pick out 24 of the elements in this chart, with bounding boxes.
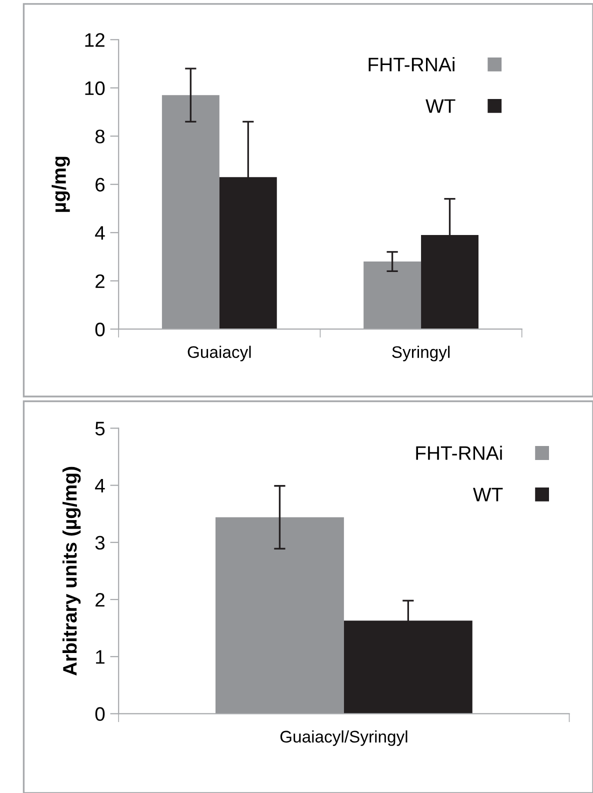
x-tick-label: Guaiacyl/Syringyl (280, 730, 408, 746)
legend-label: WT (426, 99, 456, 113)
y-tick-label: 3 (95, 536, 105, 550)
y-tick-label: 0 (95, 707, 105, 721)
y-tick-label: 4 (95, 478, 105, 492)
y-tick-label: 0 (95, 322, 105, 336)
y-tick-label: 12 (85, 33, 104, 47)
y-tick-label: 2 (96, 274, 104, 288)
legend-label: FHT-RNAi (416, 446, 502, 460)
legend-label: FHT-RNAi (368, 57, 454, 72)
x-tick-label: Syringyl (392, 346, 450, 362)
y-axis-title: Arbitrary units (µg/mg) (62, 466, 81, 676)
y-tick-label: 2 (96, 592, 104, 607)
y-tick-label: 5 (95, 422, 105, 436)
y-tick-label: 6 (96, 178, 105, 192)
bar (162, 95, 220, 330)
bar (364, 262, 422, 330)
legend-label: WT (473, 488, 503, 502)
y-tick-label: 10 (85, 81, 105, 96)
y-tick-label: 4 (95, 226, 105, 240)
y-tick-label: 1 (96, 650, 104, 664)
y-axis-title: µg/mg (52, 156, 70, 212)
y-tick-label: 8 (95, 130, 105, 144)
x-tick-label: Guaiacyl (188, 346, 251, 362)
